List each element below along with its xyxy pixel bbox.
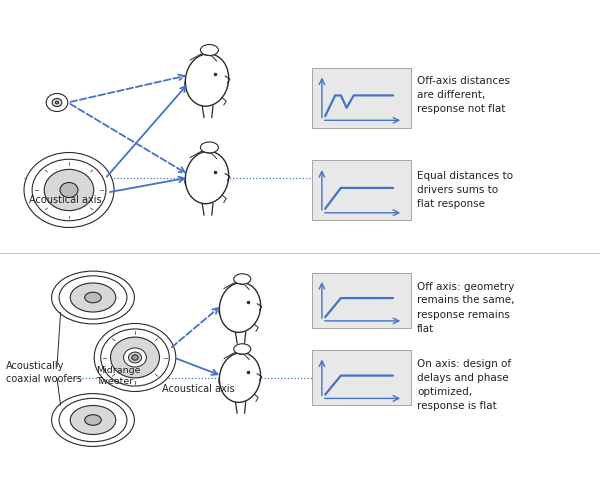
Text: Acoustical axis: Acoustical axis: [29, 195, 101, 205]
Ellipse shape: [85, 292, 101, 303]
Circle shape: [46, 94, 68, 112]
Circle shape: [124, 348, 146, 367]
Text: On axis: design of
delays and phase
optimized,
response is flat: On axis: design of delays and phase opti…: [417, 359, 511, 411]
Polygon shape: [235, 402, 246, 413]
Circle shape: [55, 101, 59, 104]
Text: Acoustically
coaxial woofers: Acoustically coaxial woofers: [6, 362, 82, 384]
Ellipse shape: [85, 414, 101, 426]
Circle shape: [52, 98, 62, 106]
Polygon shape: [235, 332, 246, 343]
Polygon shape: [202, 204, 213, 215]
Ellipse shape: [234, 274, 251, 284]
Text: Off-axis distances
are different,
response not flat: Off-axis distances are different, respon…: [417, 76, 510, 114]
FancyBboxPatch shape: [312, 160, 411, 220]
Ellipse shape: [70, 406, 116, 434]
Circle shape: [110, 337, 160, 378]
FancyBboxPatch shape: [312, 272, 411, 328]
Ellipse shape: [185, 78, 193, 90]
Ellipse shape: [219, 376, 227, 386]
Circle shape: [24, 152, 114, 228]
Ellipse shape: [185, 176, 193, 187]
Ellipse shape: [185, 152, 229, 204]
Circle shape: [128, 352, 142, 363]
Text: Midrange
Tweeter: Midrange Tweeter: [96, 366, 140, 386]
FancyBboxPatch shape: [312, 350, 411, 405]
Polygon shape: [202, 106, 213, 118]
Ellipse shape: [234, 344, 251, 354]
Ellipse shape: [52, 271, 134, 324]
Circle shape: [60, 182, 78, 198]
Circle shape: [132, 355, 138, 360]
Ellipse shape: [70, 283, 116, 312]
Ellipse shape: [52, 394, 134, 446]
Text: Acoustical axis: Acoustical axis: [162, 384, 235, 394]
Ellipse shape: [220, 282, 260, 333]
Text: Off axis: geometry
remains the same,
response remains
flat: Off axis: geometry remains the same, res…: [417, 282, 515, 334]
Circle shape: [44, 170, 94, 210]
FancyBboxPatch shape: [312, 68, 411, 128]
Ellipse shape: [200, 44, 218, 56]
Ellipse shape: [220, 352, 260, 403]
Ellipse shape: [200, 142, 218, 153]
Ellipse shape: [185, 54, 229, 106]
Text: Equal distances to
drivers sums to
flat response: Equal distances to drivers sums to flat …: [417, 171, 513, 209]
Circle shape: [94, 324, 176, 392]
Ellipse shape: [219, 306, 227, 316]
